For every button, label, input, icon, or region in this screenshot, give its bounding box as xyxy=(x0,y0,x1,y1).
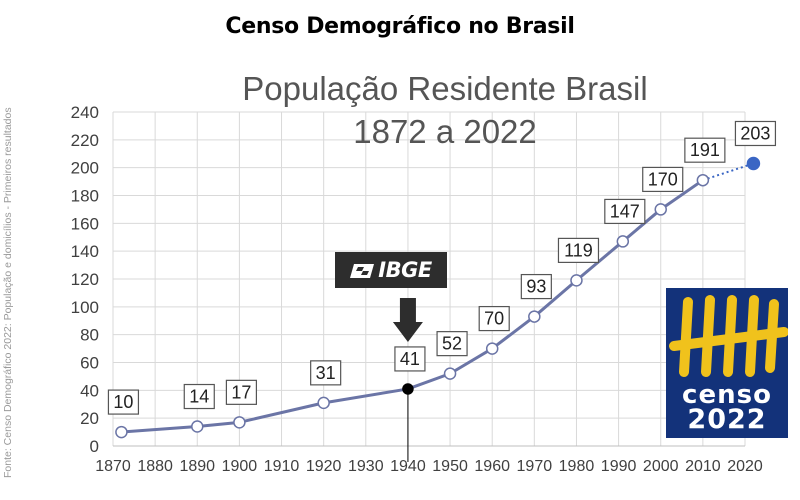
censo-2022-logo: censo 2022 xyxy=(666,288,788,438)
data-point xyxy=(616,235,630,248)
data-label-box xyxy=(183,383,215,410)
data-point xyxy=(746,156,761,171)
y-tick-label: 40 xyxy=(80,381,99,400)
chart-title: População Residente Brasil xyxy=(242,70,647,107)
y-tick-label: 80 xyxy=(80,326,99,345)
ibge-mark-icon xyxy=(350,261,376,279)
data-label-box xyxy=(436,331,468,357)
x-tick-label: 1870 xyxy=(95,458,131,475)
data-point xyxy=(115,425,128,439)
data-label: 31 xyxy=(316,363,336,383)
y-tick-label: 100 xyxy=(71,298,99,317)
series-lines xyxy=(121,162,754,434)
y-tick-label: 200 xyxy=(71,159,99,178)
data-label: 17 xyxy=(231,382,251,402)
x-tick-label: 1950 xyxy=(432,458,468,475)
data-label: 10 xyxy=(113,392,133,412)
data-point xyxy=(696,173,710,187)
x-tick-label: 1990 xyxy=(601,458,637,475)
data-label-box xyxy=(520,273,552,300)
data-point xyxy=(443,367,457,380)
projection-line xyxy=(702,162,754,182)
data-label: 70 xyxy=(484,309,504,329)
y-tick-label: 160 xyxy=(71,214,99,233)
data-point xyxy=(528,310,541,323)
chart-grid xyxy=(112,111,746,447)
data-label: 170 xyxy=(648,169,678,189)
data-point xyxy=(233,416,246,429)
censo-word: censo xyxy=(682,380,772,410)
data-label-box xyxy=(734,120,777,147)
chart-subtitle: 1872 a 2022 xyxy=(353,113,537,150)
data-label-box xyxy=(557,237,600,263)
data-label: 203 xyxy=(740,123,770,143)
data-label-box xyxy=(394,346,426,372)
highlight-arrow xyxy=(392,298,423,462)
tally-marks-icon xyxy=(669,295,788,377)
data-label-box xyxy=(107,389,140,415)
y-tick-label: 60 xyxy=(80,354,99,373)
series-points xyxy=(115,156,761,439)
data-label: 93 xyxy=(526,277,546,297)
data-label-box xyxy=(310,360,342,386)
data-labels: 10 14 17 31 41 52 70 93 119 147 170 191 203 xyxy=(107,120,777,415)
data-label: 41 xyxy=(400,349,420,369)
data-label: 147 xyxy=(610,201,640,221)
x-tick-label: 1970 xyxy=(517,458,553,475)
data-label: 14 xyxy=(189,387,209,407)
series-line xyxy=(121,178,704,434)
ibge-logo-text: IBGE xyxy=(378,258,432,282)
x-tick-label: 1920 xyxy=(306,458,342,475)
down-arrow-icon xyxy=(392,298,423,342)
data-label-box xyxy=(604,198,646,225)
page-title: Censo Demográfico no Brasil xyxy=(225,14,575,39)
data-label-box xyxy=(478,305,510,332)
ibge-logo: IBGE xyxy=(335,252,447,288)
data-point xyxy=(317,396,330,410)
x-tick-label: 2020 xyxy=(727,458,763,475)
data-point xyxy=(485,342,499,355)
tick-labels: 1870 1880 1890 1900 1910 1920 1930 1940 1950 1960… xyxy=(71,103,763,475)
data-label-box xyxy=(684,137,726,163)
y-tick-label: 240 xyxy=(71,103,99,122)
data-point xyxy=(191,420,204,433)
y-tick-label: 180 xyxy=(71,187,99,206)
x-tick-label: 2000 xyxy=(643,458,679,475)
data-label-box xyxy=(642,166,684,193)
y-tick-label: 140 xyxy=(71,242,99,261)
x-tick-label: 1930 xyxy=(348,458,384,475)
y-tick-label: 20 xyxy=(80,409,99,428)
y-tick-label: 220 xyxy=(71,131,99,150)
x-tick-label: 1880 xyxy=(137,458,173,475)
x-tick-label: 1960 xyxy=(474,458,510,475)
data-point xyxy=(654,203,667,216)
x-tick-label: 2010 xyxy=(685,458,721,475)
x-tick-label: 1940 xyxy=(390,458,426,475)
data-point xyxy=(570,274,583,287)
data-label: 119 xyxy=(564,240,593,260)
data-label: 191 xyxy=(690,140,720,160)
x-tick-label: 1910 xyxy=(264,458,300,475)
x-tick-label: 1890 xyxy=(179,458,215,475)
x-tick-label: 1980 xyxy=(559,458,595,475)
censo-year: 2022 xyxy=(687,404,767,435)
y-tick-label: 0 xyxy=(90,437,99,456)
y-tick-label: 120 xyxy=(71,270,99,289)
data-label-box xyxy=(225,379,257,405)
data-label: 52 xyxy=(442,334,462,354)
x-tick-label: 1900 xyxy=(222,458,258,475)
